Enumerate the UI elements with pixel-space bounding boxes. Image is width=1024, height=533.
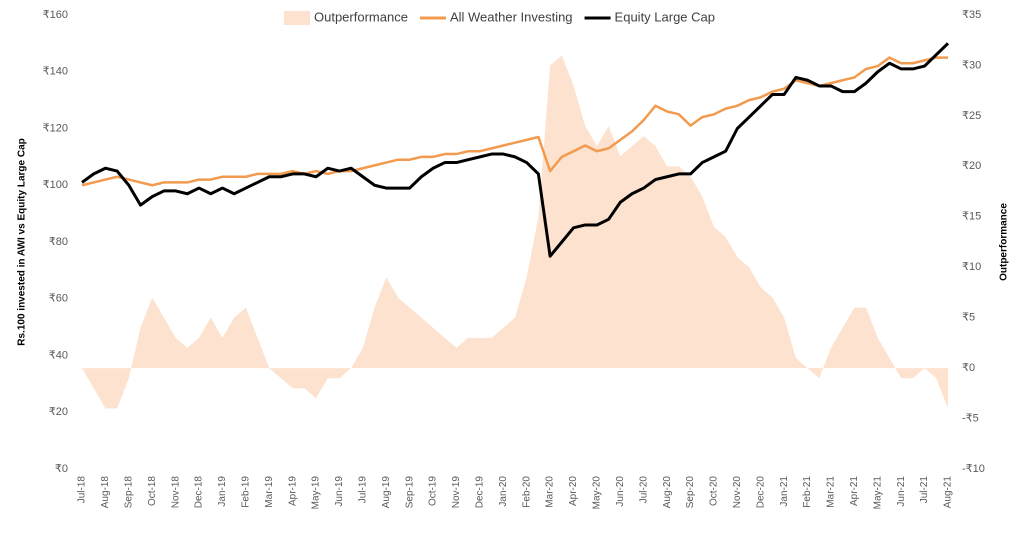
y-tick-label: ₹120 (43, 122, 68, 134)
x-tick-label: Feb-19 (240, 476, 251, 508)
legend-label: Outperformance (314, 9, 408, 24)
x-tick-label: Mar-19 (264, 476, 275, 508)
x-tick-label: Aug-21 (943, 476, 954, 509)
x-tick-label: Nov-18 (170, 476, 181, 509)
y2-tick-label: ₹20 (962, 160, 981, 172)
x-tick-label: Jul-18 (77, 476, 88, 504)
legend-swatch (284, 11, 310, 25)
x-tick-label: Apr-19 (287, 476, 298, 506)
x-tick-label: Jun-19 (334, 476, 345, 507)
x-tick-label: Jul-20 (638, 476, 649, 504)
x-tick-label: Jan-20 (498, 476, 509, 507)
x-tick-label: Dec-18 (194, 476, 205, 509)
y2-tick-label: -₹10 (962, 463, 985, 475)
y-tick-label: ₹0 (55, 463, 68, 475)
outperformance-area (82, 55, 948, 409)
y-tick-label: ₹60 (49, 293, 68, 305)
x-tick-label: Aug-18 (100, 476, 111, 509)
x-tick-label: Apr-20 (568, 476, 579, 506)
x-tick-label: Dec-19 (475, 476, 486, 509)
x-tick-label: Jul-21 (919, 476, 930, 504)
legend-label: All Weather Investing (450, 9, 573, 24)
x-tick-label: Mar-20 (545, 476, 556, 508)
y-tick-label: ₹160 (43, 9, 68, 21)
x-tick-label: Oct-19 (428, 476, 439, 506)
y-axis-label: Rs.100 invested in AWI vs Equity Large C… (17, 138, 28, 345)
y2-tick-label: ₹0 (962, 362, 975, 374)
x-tick-label: Sep-18 (123, 476, 134, 509)
legend-item: Equity Large Cap (584, 9, 715, 24)
x-tick-label: Jul-19 (358, 476, 369, 504)
y-tick-label: ₹20 (49, 406, 68, 418)
line (81, 56, 948, 187)
y-tick-label: ₹80 (49, 236, 68, 248)
legend-item: All Weather Investing (419, 9, 573, 24)
x-tick-label: Sep-19 (404, 476, 415, 509)
x-tick-label: Oct-20 (709, 476, 720, 506)
x-tick-label: Feb-20 (521, 476, 532, 508)
y2-tick-label: ₹10 (962, 261, 981, 273)
x-tick-label: Feb-21 (802, 476, 813, 508)
legend-label: Equity Large Cap (615, 9, 715, 24)
x-tick-label: Dec-20 (755, 476, 766, 509)
y2-tick-label: ₹25 (962, 110, 981, 122)
y-tick-label: ₹100 (43, 179, 68, 191)
y2-tick-label: -₹5 (962, 412, 979, 424)
x-tick-label: Jan-19 (217, 476, 228, 507)
y2-tick-label: ₹35 (962, 9, 981, 21)
y-tick-label: ₹140 (43, 66, 68, 78)
y-tick-label: ₹40 (49, 349, 68, 361)
x-tick-label: Jun-21 (896, 476, 907, 507)
x-tick-label: May-19 (311, 476, 322, 510)
x-tick-label: Aug-20 (662, 476, 673, 509)
y2-tick-label: ₹30 (962, 59, 981, 71)
x-tick-label: Nov-20 (732, 476, 743, 509)
y2-tick-label: ₹5 (962, 312, 975, 324)
x-tick-label: Aug-19 (381, 476, 392, 509)
y2-axis-label: Outperformance (999, 203, 1010, 281)
x-tick-label: May-20 (592, 476, 603, 510)
x-tick-label: Apr-21 (849, 476, 860, 506)
x-tick-label: Jun-20 (615, 476, 626, 507)
x-tick-label: Mar-21 (826, 476, 837, 508)
x-tick-label: Sep-20 (685, 476, 696, 509)
x-tick-label: Jan-21 (779, 476, 790, 507)
legend-item: Outperformance (284, 9, 408, 25)
x-tick-label: May-21 (872, 476, 883, 510)
x-tick-label: Nov-19 (451, 476, 462, 509)
x-tick-label: Oct-18 (147, 476, 158, 506)
line (81, 42, 950, 258)
y2-tick-label: ₹15 (962, 211, 981, 223)
